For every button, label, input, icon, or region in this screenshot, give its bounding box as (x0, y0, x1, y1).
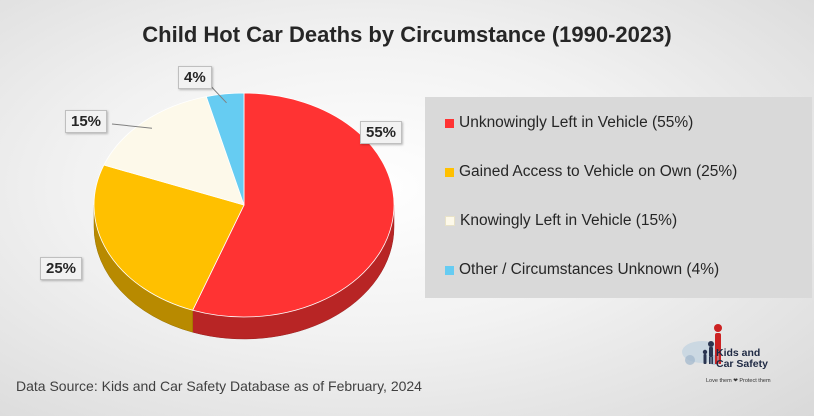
pie-slice-knowingly-left (103, 96, 245, 206)
legend-swatch-cream (445, 216, 455, 226)
legend-label: Other / Circumstances Unknown (4%) (459, 261, 720, 278)
legend-swatch-blue (445, 265, 454, 275)
pie-slice-other (205, 92, 245, 206)
chart-title: Child Hot Car Deaths by Circumstance (19… (142, 22, 672, 47)
source-note: Data Source: Kids and Car Safety Databas… (16, 378, 422, 394)
legend: Unknowingly Left in Vehicle (55%) Gained… (425, 97, 812, 298)
leader-line-knowingly-left (111, 123, 153, 129)
legend-label: Unknowingly Left in Vehicle (55%) (459, 114, 694, 131)
pie-slice-unknowingly-left (192, 92, 395, 318)
legend-item-knowingly-left: Knowingly Left in Vehicle (15%) (445, 212, 677, 230)
logo-line-1: Kids and (716, 347, 761, 359)
data-label-other: 4% (178, 66, 212, 89)
legend-item-other: Other / Circumstances Unknown (4%) (445, 261, 719, 279)
legend-swatch-yellow (445, 167, 454, 177)
legend-label: Gained Access to Vehicle on Own (25%) (459, 163, 738, 180)
data-label-gained-access: 25% (40, 257, 83, 280)
kids-and-car-safety-logo (682, 324, 722, 365)
logo-line-2: Car Safety (716, 358, 768, 370)
legend-item-gained-access: Gained Access to Vehicle on Own (25%) (445, 163, 737, 181)
legend-item-unknowingly-left: Unknowingly Left in Vehicle (55%) (445, 114, 693, 132)
logo-tagline: Love them ❤ Protect them (706, 378, 771, 384)
legend-swatch-red (445, 118, 454, 128)
data-label-unknowingly-left: 55% (360, 121, 403, 144)
legend-label: Knowingly Left in Vehicle (15%) (460, 212, 678, 229)
pie-slice-gained-access (93, 164, 245, 311)
logo-wordmark: Kids and Car Safety (716, 348, 768, 370)
data-label-knowingly-left: 15% (65, 110, 108, 133)
